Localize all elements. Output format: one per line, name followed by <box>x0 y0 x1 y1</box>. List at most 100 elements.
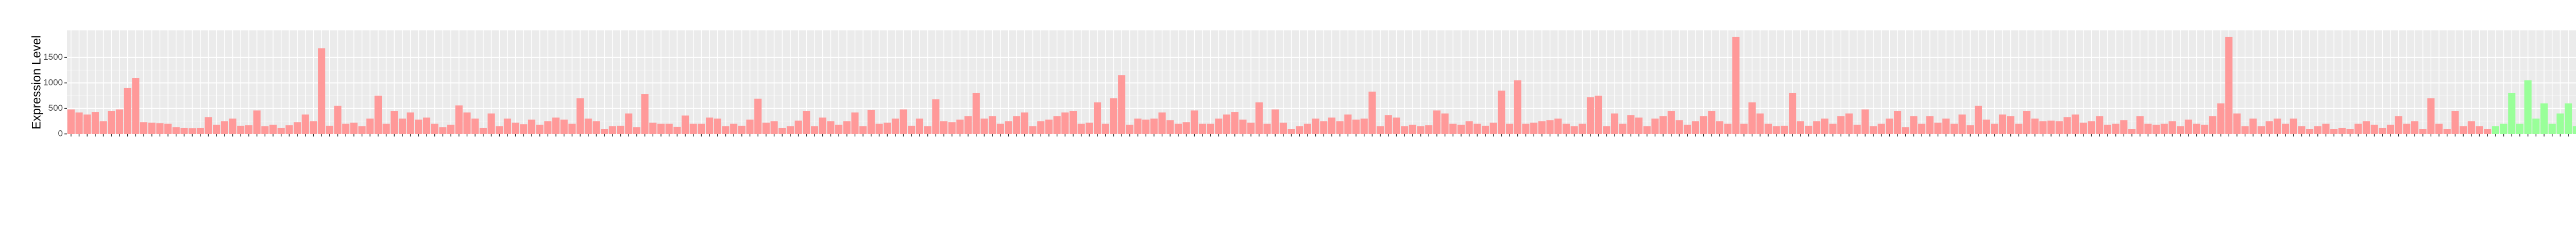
bar <box>1263 124 1271 134</box>
bar <box>1611 113 1619 134</box>
bar <box>91 112 99 134</box>
bar <box>1303 124 1311 134</box>
bar <box>1853 125 1861 134</box>
bar <box>406 112 414 134</box>
bar <box>487 113 495 134</box>
bar <box>1886 118 1893 134</box>
bar <box>471 118 479 134</box>
bar <box>980 118 988 134</box>
bar <box>1441 113 1449 134</box>
bar <box>1029 126 1037 134</box>
bar <box>1045 120 1053 134</box>
bar <box>2451 111 2459 134</box>
bar <box>2217 103 2225 134</box>
bar <box>940 121 948 134</box>
bar <box>366 118 374 134</box>
bar <box>2476 126 2483 134</box>
bar <box>1506 124 1514 134</box>
bar <box>1619 124 1626 134</box>
bar <box>1377 126 1384 134</box>
y-tick-label: 1000 <box>43 77 63 87</box>
bar <box>1538 121 1546 134</box>
bar <box>1191 110 1198 134</box>
bar <box>673 127 681 134</box>
bar <box>738 126 745 134</box>
bar <box>875 124 883 134</box>
bar <box>1433 110 1440 134</box>
bar <box>1869 126 1877 134</box>
bar <box>2516 124 2524 134</box>
bar <box>972 93 980 134</box>
bar <box>1393 117 1400 134</box>
bar <box>1272 109 1279 134</box>
bar <box>1991 124 1998 134</box>
bar <box>1279 123 1287 134</box>
bar <box>1998 114 2007 134</box>
bar <box>649 123 657 134</box>
bar <box>1950 124 1958 134</box>
bar <box>503 118 511 134</box>
bar <box>2112 124 2120 134</box>
y-tick-label: 1500 <box>43 52 63 62</box>
bar <box>2201 125 2209 134</box>
bar <box>633 127 640 134</box>
bar <box>1813 121 1821 134</box>
bar <box>1174 124 1182 134</box>
bar <box>2177 126 2184 134</box>
bar <box>2120 120 2128 134</box>
y-axis-title: Expression Level <box>29 36 43 130</box>
bar <box>189 128 196 134</box>
bar <box>2055 121 2063 134</box>
bar <box>1336 121 1344 134</box>
bar <box>1409 125 1416 134</box>
bar <box>1579 124 1586 134</box>
bar <box>2443 129 2451 134</box>
bar <box>164 124 172 134</box>
bar <box>398 118 406 134</box>
bar <box>463 112 471 134</box>
bar <box>1910 116 1918 134</box>
bar <box>1877 124 1885 134</box>
bar <box>1967 125 1974 134</box>
bar <box>1603 126 1611 134</box>
bar <box>512 123 519 134</box>
bar <box>2508 93 2516 134</box>
bar <box>2565 103 2572 134</box>
bar <box>2209 116 2216 134</box>
bar <box>1829 124 1837 134</box>
bar <box>1449 124 1457 134</box>
bar <box>698 124 705 134</box>
bar <box>221 121 228 134</box>
bar <box>2548 124 2556 134</box>
bar <box>2395 116 2402 134</box>
bar <box>99 121 107 134</box>
bar <box>657 124 665 134</box>
bar <box>1158 112 1166 134</box>
bar <box>358 126 366 134</box>
bar <box>2427 98 2435 134</box>
bar <box>1845 113 1853 134</box>
bar <box>1498 90 1505 134</box>
bar <box>528 120 536 134</box>
bar <box>1554 118 1562 134</box>
bar <box>1894 111 1902 134</box>
bar <box>1247 123 1255 134</box>
bar <box>560 120 568 134</box>
bar <box>180 128 188 134</box>
bar <box>1724 124 1732 134</box>
bar <box>819 117 826 134</box>
bar <box>2031 118 2039 134</box>
bar <box>1732 37 1740 134</box>
bar <box>1037 121 1045 134</box>
bar <box>1360 118 1368 134</box>
y-tick-label: 0 <box>58 128 63 138</box>
bar <box>2136 116 2144 134</box>
bar <box>1465 121 1473 134</box>
bar <box>778 128 786 134</box>
bar <box>851 112 859 134</box>
bar <box>1101 124 1109 134</box>
bar <box>2023 111 2031 134</box>
bar <box>520 124 528 134</box>
